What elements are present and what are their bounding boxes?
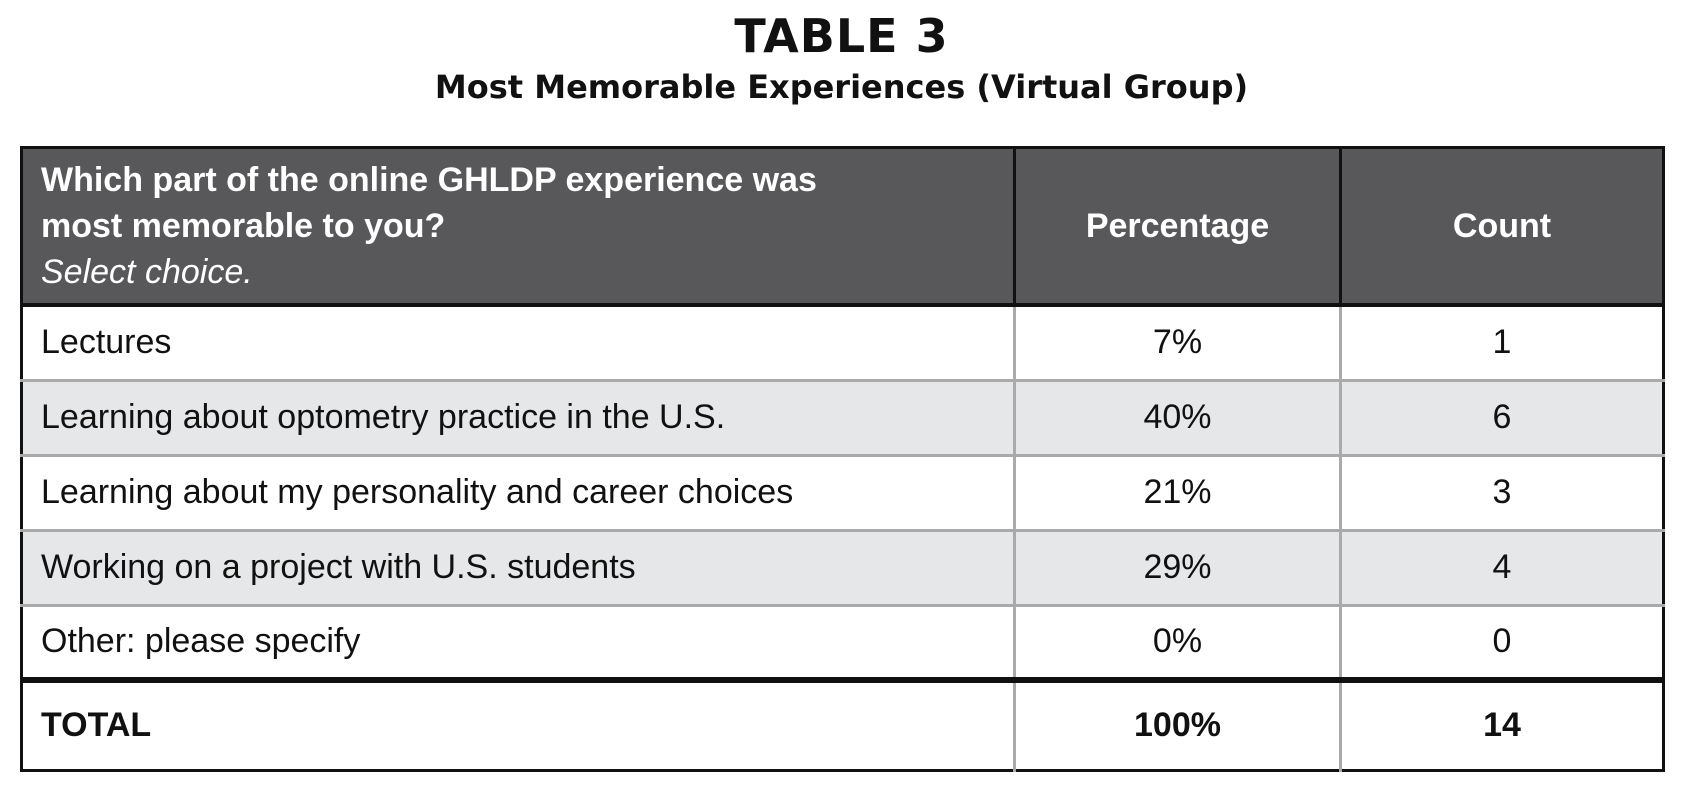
header-row: Which part of the online GHLDP experienc…: [21, 147, 1664, 307]
question-line-2: most memorable to you?: [41, 207, 446, 245]
row-count: 6: [1340, 380, 1664, 457]
table-subtitle: Most Memorable Experiences (Virtual Grou…: [434, 68, 1249, 106]
table-row: Learning about optometry practice in the…: [21, 380, 1664, 457]
table-row: Other: please specify 0% 0: [21, 605, 1664, 683]
total-label: TOTAL: [21, 680, 1016, 770]
table-row: Working on a project with U.S. students …: [21, 530, 1664, 607]
count-header: Count: [1340, 147, 1664, 307]
table-row: Learning about my personality and career…: [21, 455, 1664, 532]
total-row: TOTAL 100% 14: [21, 680, 1664, 770]
row-label: Working on a project with U.S. students: [21, 530, 1016, 607]
row-label: Learning about optometry practice in the…: [21, 380, 1016, 457]
row-count: 0: [1340, 605, 1664, 683]
row-label: Learning about my personality and career…: [21, 455, 1016, 532]
percentage-header: Percentage: [1014, 147, 1342, 307]
row-label: Other: please specify: [21, 605, 1016, 683]
total-count: 14: [1483, 706, 1521, 745]
row-count: 4: [1340, 530, 1664, 607]
total-percentage: 100%: [1014, 680, 1342, 770]
question-instruction: Select choice.: [41, 253, 253, 291]
question-header: Which part of the online GHLDP experienc…: [21, 147, 1016, 307]
row-count: 1: [1340, 305, 1664, 382]
table-heading: TABLE 3 Most Memorable Experiences (Virt…: [0, 8, 1683, 108]
row-label: Lectures: [21, 305, 1016, 382]
row-count: 3: [1340, 455, 1664, 532]
table-title: TABLE 3: [734, 9, 949, 63]
question-line-1: Which part of the online GHLDP experienc…: [41, 161, 817, 199]
row-percentage: 7%: [1014, 305, 1342, 382]
row-percentage: 40%: [1014, 380, 1342, 457]
table-row: Lectures 7% 1: [21, 305, 1664, 382]
row-percentage: 29%: [1014, 530, 1342, 607]
row-percentage: 0%: [1014, 605, 1342, 683]
data-table: Which part of the online GHLDP experienc…: [20, 146, 1665, 772]
row-percentage: 21%: [1014, 455, 1342, 532]
